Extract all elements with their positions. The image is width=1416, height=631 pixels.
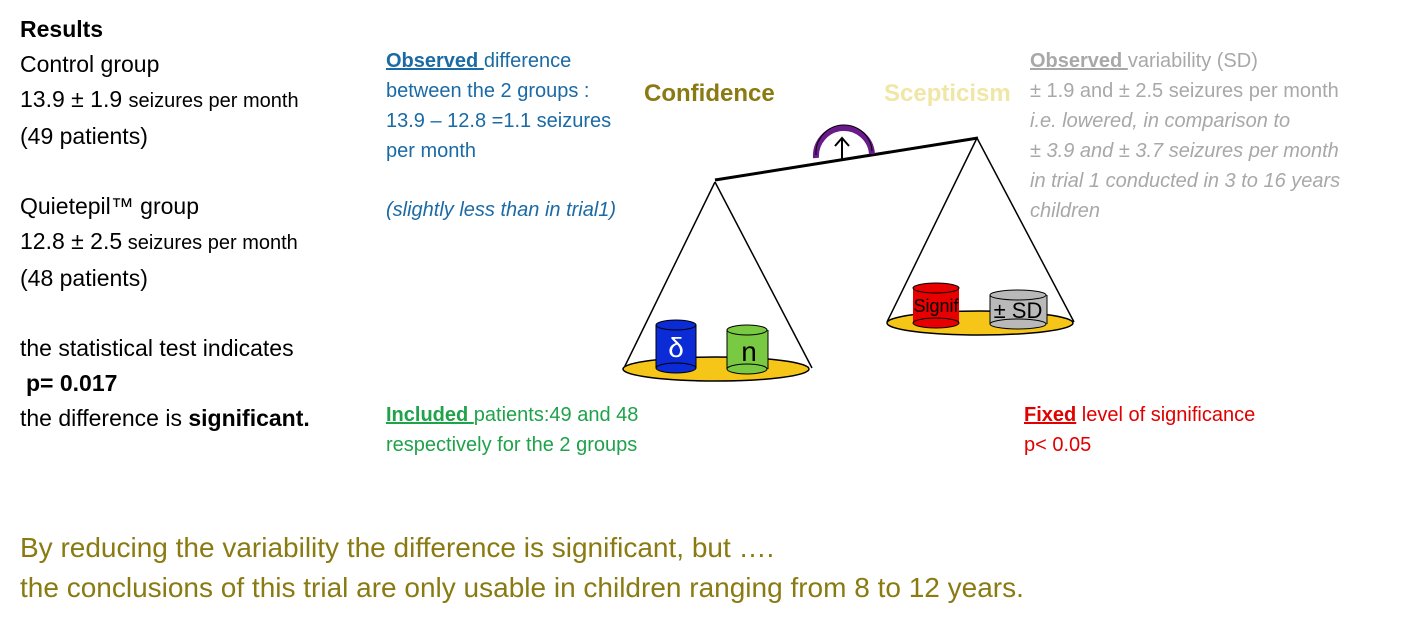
variability-label: variability (SD) [1127, 50, 1258, 72]
left-pan-string-left [623, 181, 716, 369]
difference-word: significant. [188, 405, 310, 431]
signif-cylinder: Signif [912, 282, 960, 329]
n-cylinder: n [726, 324, 769, 375]
p-value: p= 0.017 [26, 370, 118, 396]
observed-variability-line3: i.e. lowered, in comparison to [1030, 110, 1291, 132]
observed-keyword: Observed [1030, 50, 1128, 72]
included-panel: Included patients:49 and 48 respectively… [386, 400, 638, 460]
observed-difference-note: (slightly less than in trial1) [386, 199, 617, 221]
quietepil-group-stats: 12.8 ± 2.5 seizures per month [20, 224, 310, 261]
scale-beam [714, 136, 979, 182]
confidence-label: Confidence [644, 80, 775, 107]
observed-difference-line1: Observed difference [386, 46, 616, 76]
statistical-test-text: the statistical test indicates [20, 335, 294, 361]
observed-variability-line2: ± 1.9 and ± 2.5 seizures per month [1030, 80, 1339, 102]
observed-difference-line2: between the 2 groups : [386, 80, 590, 102]
observed-difference-line4: per month [386, 140, 477, 162]
control-patients: (49 patients) [20, 123, 148, 149]
quietepil-patients: (48 patients) [20, 265, 148, 291]
results-panel: Results Control group 13.9 ± 1.9 seizure… [20, 12, 310, 436]
scepticism-label: Scepticism [884, 80, 1011, 107]
included-line2: respectively for the 2 groups [386, 434, 638, 456]
fixed-line1: Fixed level of significance [1024, 400, 1255, 430]
observed-variability-panel: Observed variability (SD) ± 1.9 and ± 2.… [1030, 46, 1340, 226]
fixed-level-text: level of significance [1076, 404, 1256, 426]
difference-prefix: the difference is [20, 405, 189, 431]
pivot-arc [812, 125, 875, 159]
left-pan-string-right [714, 181, 813, 369]
conclusion-line1: By reducing the variability the differen… [20, 532, 775, 563]
control-value: 13.9 ± 1.9 [20, 86, 129, 112]
results-heading: Results [20, 16, 104, 42]
difference-statement: the difference is significant. [20, 401, 310, 436]
control-group-title: Control group [20, 51, 160, 77]
quietepil-group-title: Quietepil™ group [20, 193, 199, 219]
control-group-stats: 13.9 ± 1.9 seizures per month [20, 82, 310, 119]
observed-difference-line3: 13.9 – 12.8 =1.1 seizures [386, 110, 612, 132]
conclusion-line2: the conclusions of this trial are only u… [20, 572, 1024, 603]
quietepil-unit: seizures per month [122, 232, 298, 254]
fixed-significance-panel: Fixed level of significance p< 0.05 [1024, 400, 1255, 460]
signif-label: Signif [913, 296, 959, 316]
right-pan-string-right [976, 137, 1075, 323]
n-label: n [741, 336, 757, 367]
pivot-arc-outline [815, 124, 873, 156]
left-pan [622, 356, 810, 382]
observed-variability-line1: Observed variability (SD) [1030, 46, 1340, 76]
sd-label: ± SD [994, 298, 1043, 323]
conclusion-panel: By reducing the variability the differen… [20, 528, 1024, 608]
pivot-arrow-icon [834, 136, 850, 160]
observed-variability-line4: ± 3.9 and ± 3.7 seizures per month [1030, 140, 1339, 162]
control-unit: seizures per month [128, 90, 299, 112]
observed-variability-line6: children [1030, 200, 1101, 222]
difference-word: difference [483, 50, 572, 72]
quietepil-value: 12.8 ± 2.5 [20, 228, 123, 254]
included-patients: patients:49 and 48 [473, 404, 639, 426]
included-keyword: Included [386, 404, 474, 426]
included-line1: Included patients:49 and 48 [386, 400, 638, 430]
right-pan-string-left [886, 137, 978, 323]
sd-cylinder: ± SD [989, 289, 1048, 330]
fixed-line2: p< 0.05 [1024, 434, 1092, 456]
observed-variability-line5: in trial 1 conducted in 3 to 16 years [1030, 170, 1341, 192]
observed-difference-panel: Observed difference between the 2 groups… [386, 46, 616, 225]
fixed-keyword: Fixed [1024, 404, 1077, 426]
observed-keyword: Observed [386, 50, 484, 72]
delta-cylinder: δ [655, 319, 697, 374]
delta-label: δ [668, 332, 684, 363]
